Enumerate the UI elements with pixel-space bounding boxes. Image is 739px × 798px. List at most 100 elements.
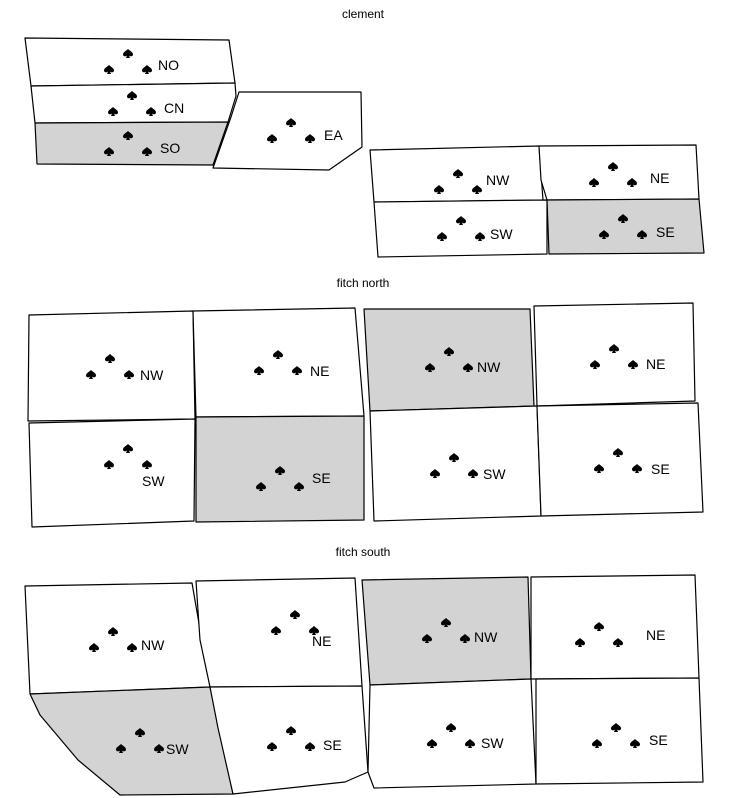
- plot-label: NW: [486, 172, 510, 188]
- spade-icon: [422, 634, 432, 643]
- spade-icon: [305, 134, 315, 143]
- spade-icon: [465, 739, 475, 748]
- spade-icon: [446, 723, 456, 732]
- plot-label: SE: [656, 224, 675, 240]
- spade-icon: [305, 742, 315, 751]
- spade-icon: [590, 360, 600, 369]
- plot-sw: [367, 678, 537, 789]
- spade-icon: [608, 162, 618, 171]
- plot-label: NE: [650, 170, 669, 186]
- spade-icon: [437, 232, 447, 241]
- plot-nw: [361, 576, 532, 686]
- plot-ne: [530, 574, 700, 680]
- group-title: clement: [342, 7, 385, 21]
- plot-label: SW: [481, 735, 504, 751]
- plot-cn: [30, 82, 237, 124]
- spade-icon: [309, 626, 319, 635]
- spade-icon: [592, 739, 602, 748]
- spade-icon: [292, 366, 302, 375]
- plot-ea: [212, 91, 363, 171]
- group-2: fitch south NW NE SW SE NW NE SW SE: [24, 545, 704, 796]
- plot-label: EA: [324, 127, 343, 143]
- spade-icon: [589, 178, 599, 187]
- spade-icon: [613, 448, 623, 457]
- plot-nw: [24, 582, 211, 695]
- spade-icon: [427, 739, 437, 748]
- plot-label: SW: [490, 226, 513, 242]
- spade-icon: [127, 91, 137, 100]
- spade-icon: [425, 363, 435, 372]
- spade-icon: [142, 147, 152, 156]
- spade-icon: [290, 610, 300, 619]
- spade-icon: [444, 347, 454, 356]
- spade-icon: [108, 627, 118, 636]
- plot-label: CN: [164, 100, 184, 116]
- spade-icon: [142, 460, 152, 469]
- group-title: fitch south: [336, 545, 391, 559]
- spade-icon: [613, 638, 623, 647]
- spade-icon: [267, 134, 277, 143]
- spade-icon: [472, 185, 482, 194]
- spade-icon: [475, 232, 485, 241]
- plot-label: SO: [160, 140, 180, 156]
- plot-label: SE: [649, 732, 668, 748]
- spade-icon: [275, 466, 285, 475]
- group-title: fitch north: [337, 276, 390, 290]
- plot-label: NW: [474, 629, 498, 645]
- spade-icon: [630, 739, 640, 748]
- spade-icon: [108, 107, 118, 116]
- spade-icon: [256, 482, 266, 491]
- spade-icon: [286, 118, 296, 127]
- spade-icon: [271, 626, 281, 635]
- plot-ne: [538, 144, 700, 201]
- spade-icon: [456, 216, 466, 225]
- spade-icon: [627, 178, 637, 187]
- plot-sw: [29, 686, 234, 796]
- spade-icon: [104, 460, 114, 469]
- spade-icon: [89, 643, 99, 652]
- plot-se: [546, 198, 705, 255]
- spade-icon: [441, 618, 451, 627]
- spade-icon: [449, 453, 459, 462]
- spade-icon: [273, 350, 283, 359]
- plot-label: SW: [142, 473, 165, 489]
- spade-icon: [575, 638, 585, 647]
- spade-icon: [123, 444, 133, 453]
- spade-icon: [154, 744, 164, 753]
- plot-label: NE: [646, 627, 665, 643]
- spade-icon: [123, 131, 133, 140]
- plot-sw: [373, 199, 548, 258]
- spade-icon: [267, 742, 277, 751]
- group-1: fitch north NW NE SW SE NW NE SW SE: [27, 276, 704, 528]
- plot-se: [535, 677, 704, 785]
- plot-se: [536, 402, 704, 517]
- plot-label: NW: [477, 359, 501, 375]
- spade-icon: [116, 744, 126, 753]
- plot-label: NW: [141, 637, 165, 653]
- plot-sw: [369, 405, 542, 522]
- spade-icon: [142, 65, 152, 74]
- plot-se: [209, 685, 369, 795]
- spade-icon: [463, 363, 473, 372]
- spade-icon: [611, 723, 621, 732]
- plot-label: NE: [310, 363, 329, 379]
- spade-icon: [124, 370, 134, 379]
- spade-icon: [105, 354, 115, 363]
- plot-label: SE: [323, 737, 342, 753]
- spade-icon: [86, 370, 96, 379]
- spade-icon: [123, 49, 133, 58]
- spade-icon: [127, 643, 137, 652]
- plot-nw: [27, 310, 196, 422]
- spade-icon: [135, 728, 145, 737]
- plot-so: [34, 121, 229, 166]
- plot-label: NE: [312, 633, 331, 649]
- spade-icon: [628, 360, 638, 369]
- spade-icon: [594, 464, 604, 473]
- spade-icon: [637, 230, 647, 239]
- spade-icon: [468, 469, 478, 478]
- spade-icon: [594, 622, 604, 631]
- plot-ne: [533, 302, 696, 407]
- spade-icon: [286, 726, 296, 735]
- spade-icon: [434, 185, 444, 194]
